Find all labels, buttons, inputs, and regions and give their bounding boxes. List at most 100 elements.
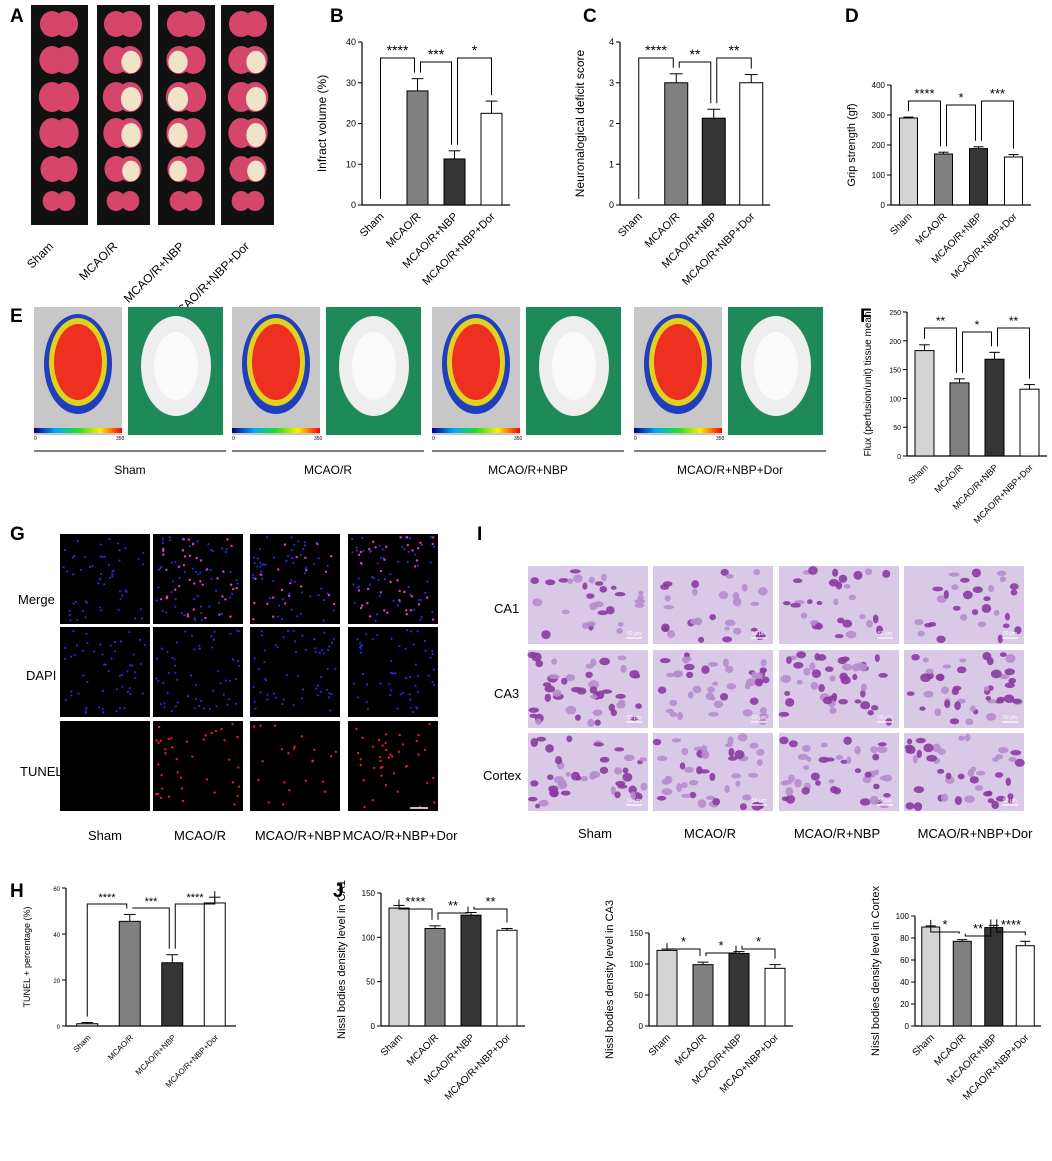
- dapi-nucleus: [296, 615, 299, 618]
- scale-bar-label: 50 μm: [752, 715, 766, 721]
- nissl-cell: [589, 602, 598, 611]
- dapi-nucleus: [326, 667, 329, 671]
- tunel-positive-cell: [383, 558, 386, 561]
- nissl-cell: [588, 576, 596, 584]
- dapi-nucleus: [219, 682, 222, 685]
- nissl-cell: [818, 756, 829, 763]
- nissl-cell: [796, 679, 803, 685]
- nissl-cell: [912, 754, 918, 764]
- sig-bracket: [398, 899, 433, 920]
- nissl-cell: [622, 772, 633, 782]
- nissl-cell: [867, 710, 874, 716]
- tunel-positive-cell: [363, 805, 366, 809]
- dapi-nucleus: [84, 616, 87, 619]
- tunel-positive-cell: [202, 738, 206, 741]
- y-tick-label: 3: [609, 78, 614, 88]
- tunel-positive-cell: [187, 538, 190, 541]
- nissl-cell: [709, 772, 716, 782]
- nissl-cell: [663, 605, 675, 610]
- dapi-nucleus: [416, 630, 419, 633]
- tunel-positive-cell: [406, 543, 410, 547]
- dapi-nucleus: [290, 608, 293, 611]
- nissl-cell: [618, 699, 626, 706]
- dapi-nucleus: [301, 634, 304, 637]
- nissl-cell: [877, 742, 887, 747]
- dapi-nucleus: [429, 561, 432, 564]
- nissl-cell: [751, 801, 763, 811]
- nissl-cell: [873, 783, 880, 790]
- dapi-nucleus: [84, 600, 87, 603]
- y-tick-label: 20: [900, 1000, 909, 1009]
- nissl-cell: [745, 678, 756, 687]
- nissl-cell: [807, 599, 813, 605]
- tunel-positive-cell: [253, 601, 256, 605]
- nissl-cell: [565, 771, 571, 777]
- slice-column-nbp: [158, 5, 215, 225]
- dapi-nucleus: [253, 556, 256, 559]
- nissl-cell: [697, 636, 705, 643]
- scale-min-label: 0: [34, 436, 37, 442]
- bar-0: [76, 1023, 99, 1027]
- panel-e-group-label: MCAO/R+NBP+Dor: [677, 463, 783, 477]
- tunel-image: [60, 721, 150, 811]
- nissl-cell: [1005, 777, 1012, 786]
- nissl-cell: [923, 743, 934, 753]
- nissl-cell: [802, 744, 811, 752]
- infarct-area: [246, 50, 266, 74]
- dapi-nucleus: [370, 549, 373, 553]
- y-tick-label: 40: [900, 978, 909, 987]
- nissl-cell: [797, 753, 809, 761]
- dapi-nucleus: [328, 645, 331, 648]
- dapi-nucleus: [101, 708, 104, 711]
- y-tick-label: 60: [900, 956, 909, 965]
- x-tick-label: Sham: [906, 462, 930, 486]
- tunel-positive-cell: [359, 758, 362, 761]
- panel-e-group-label: MCAO/R: [304, 463, 352, 477]
- nissl-cell: [749, 697, 759, 705]
- sig-label: *: [942, 917, 947, 932]
- nissl-cell: [593, 742, 605, 747]
- tunel-positive-cell: [406, 536, 409, 539]
- tunel-positive-cell: [428, 723, 431, 726]
- dapi-nucleus: [129, 693, 132, 696]
- dapi-nucleus: [377, 578, 380, 581]
- nissl-cell: [742, 794, 752, 801]
- tunel-positive-cell: [272, 615, 275, 618]
- dapi-nucleus: [282, 698, 285, 701]
- tunel-positive-cell: [359, 561, 363, 565]
- dapi-nucleus: [210, 646, 214, 649]
- bar-3: [739, 82, 764, 206]
- tunel-positive-cell: [222, 570, 225, 573]
- nissl-cell: [926, 754, 938, 762]
- nissl-cell: [860, 689, 866, 698]
- dapi-nucleus: [405, 629, 408, 632]
- tunel-positive-cell: [174, 588, 177, 591]
- scale-bar-label: 50 μm: [878, 798, 892, 804]
- sig-bracket: [380, 57, 415, 199]
- scale-max-label: 350: [716, 436, 725, 442]
- tunel-positive-cell: [417, 603, 421, 606]
- dapi-nucleus: [123, 707, 126, 710]
- tunel-positive-cell: [224, 598, 227, 601]
- dapi-nucleus: [312, 562, 315, 565]
- dapi-nucleus: [195, 697, 198, 700]
- nissl-cell: [599, 586, 608, 593]
- nissl-cell: [748, 772, 759, 778]
- dapi-nucleus: [108, 537, 111, 541]
- dapi-nucleus: [263, 661, 266, 664]
- nissl-cell: [586, 621, 596, 627]
- dapi-nucleus: [174, 598, 177, 601]
- dapi-nucleus: [104, 663, 107, 666]
- panel-i-row-ca1: CA1: [494, 601, 520, 616]
- y-axis-label: Flux (perfusion/unit) tissue mean: [863, 311, 874, 456]
- tunel-positive-cell: [254, 577, 257, 580]
- dapi-nucleus: [272, 579, 275, 582]
- infarct-area: [247, 160, 265, 182]
- dapi-nucleus: [117, 542, 120, 545]
- dapi-nucleus: [389, 671, 392, 675]
- brain-slice: [52, 82, 80, 112]
- dapi-nucleus: [253, 561, 256, 565]
- dapi-nucleus: [139, 608, 142, 611]
- tunel-positive-cell: [392, 772, 396, 775]
- dapi-nucleus: [264, 679, 268, 682]
